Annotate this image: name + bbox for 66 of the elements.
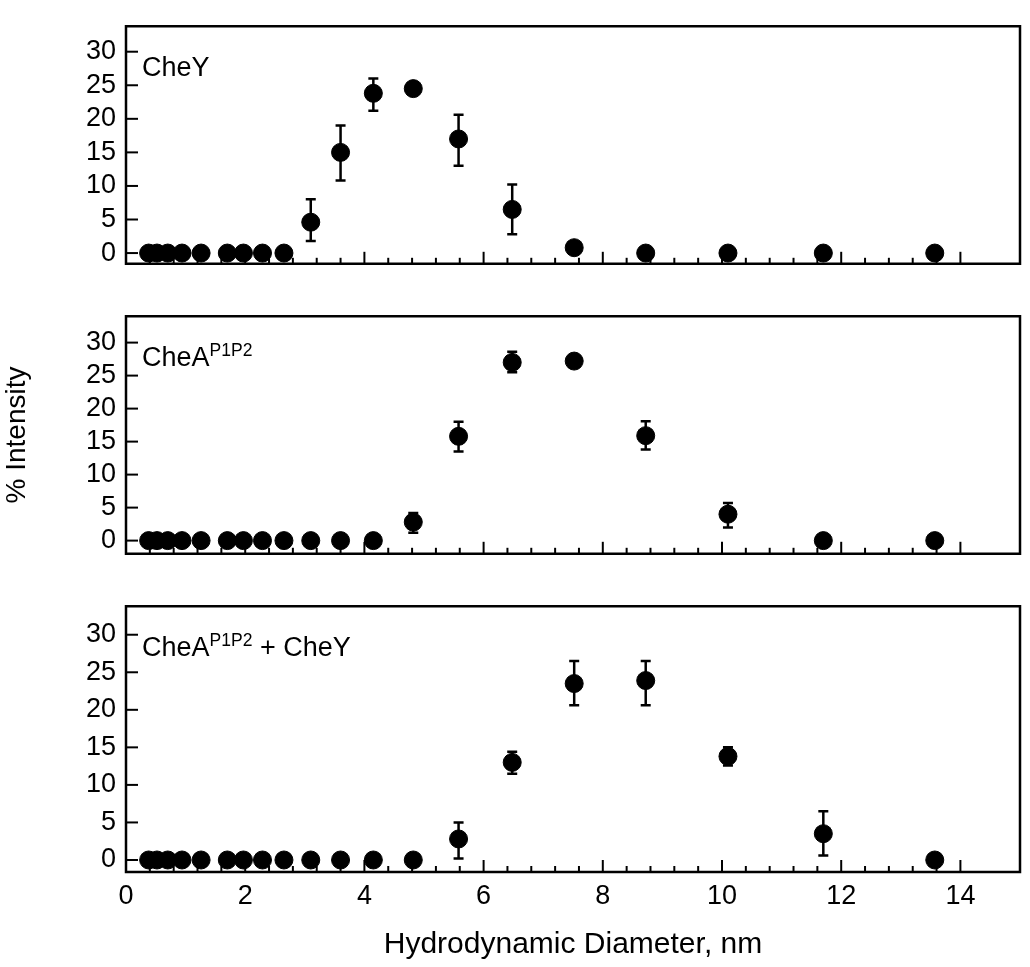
x-tick-label: 8: [595, 879, 611, 910]
x-tick-label: 10: [706, 879, 738, 910]
point: [301, 850, 321, 870]
point: [274, 531, 294, 551]
point: [331, 850, 351, 870]
point: [233, 850, 253, 870]
y-tick-label: 15: [85, 730, 116, 761]
point: [925, 243, 945, 263]
point: [274, 850, 294, 870]
point: [564, 351, 584, 371]
y-tick-label: 25: [85, 655, 116, 686]
point: [363, 850, 383, 870]
point: [564, 238, 584, 258]
x-tick-label: 6: [476, 879, 492, 910]
point: [217, 243, 237, 263]
y-tick-label: 0: [100, 843, 116, 874]
point: [403, 79, 423, 99]
x-tick-label: 14: [945, 879, 976, 910]
y-tick-label: 25: [85, 359, 116, 390]
y-tick-label: 30: [85, 326, 116, 357]
point: [403, 850, 423, 870]
y-tick-label: 15: [85, 135, 116, 166]
y-tick-label: 0: [100, 236, 116, 267]
point: [301, 531, 321, 551]
y-tick-label: 5: [100, 805, 116, 836]
y-tick-label: 25: [85, 68, 116, 99]
point: [925, 850, 945, 870]
y-axis-title: % Intensity: [0, 366, 31, 504]
annotation: CheY: [142, 52, 210, 83]
point: [172, 531, 192, 551]
y-tick-label: 10: [85, 169, 116, 200]
y-tick-label: 0: [100, 524, 116, 555]
y-tick-label: 30: [85, 618, 116, 649]
x-axis-title: Hydrodynamic Diameter, nm: [383, 926, 763, 960]
point: [172, 850, 192, 870]
y-tick-label: 20: [85, 693, 116, 724]
point: [274, 243, 294, 263]
point: [191, 243, 211, 263]
y-tick-label: 15: [85, 425, 116, 456]
point: [217, 531, 237, 551]
point: [191, 850, 211, 870]
point: [233, 243, 253, 263]
y-tick-label: 5: [100, 202, 116, 233]
point: [252, 243, 272, 263]
point: [718, 243, 738, 263]
y-tick-label: 20: [85, 392, 116, 423]
point: [331, 531, 351, 551]
point: [172, 243, 192, 263]
point: [191, 531, 211, 551]
x-tick-label: 2: [237, 879, 253, 910]
x-tick-label: 12: [826, 879, 857, 910]
point: [925, 531, 945, 551]
point: [252, 531, 272, 551]
point: [233, 531, 253, 551]
point: [252, 850, 272, 870]
x-tick-label: 4: [356, 879, 372, 910]
y-tick-label: 10: [85, 458, 116, 489]
point: [217, 850, 237, 870]
y-tick-label: 10: [85, 768, 116, 799]
y-tick-label: 20: [85, 102, 116, 133]
point: [363, 531, 383, 551]
point: [813, 531, 833, 551]
point: [813, 243, 833, 263]
y-tick-label: 30: [85, 35, 116, 66]
y-tick-label: 5: [100, 491, 116, 522]
point: [636, 243, 656, 263]
